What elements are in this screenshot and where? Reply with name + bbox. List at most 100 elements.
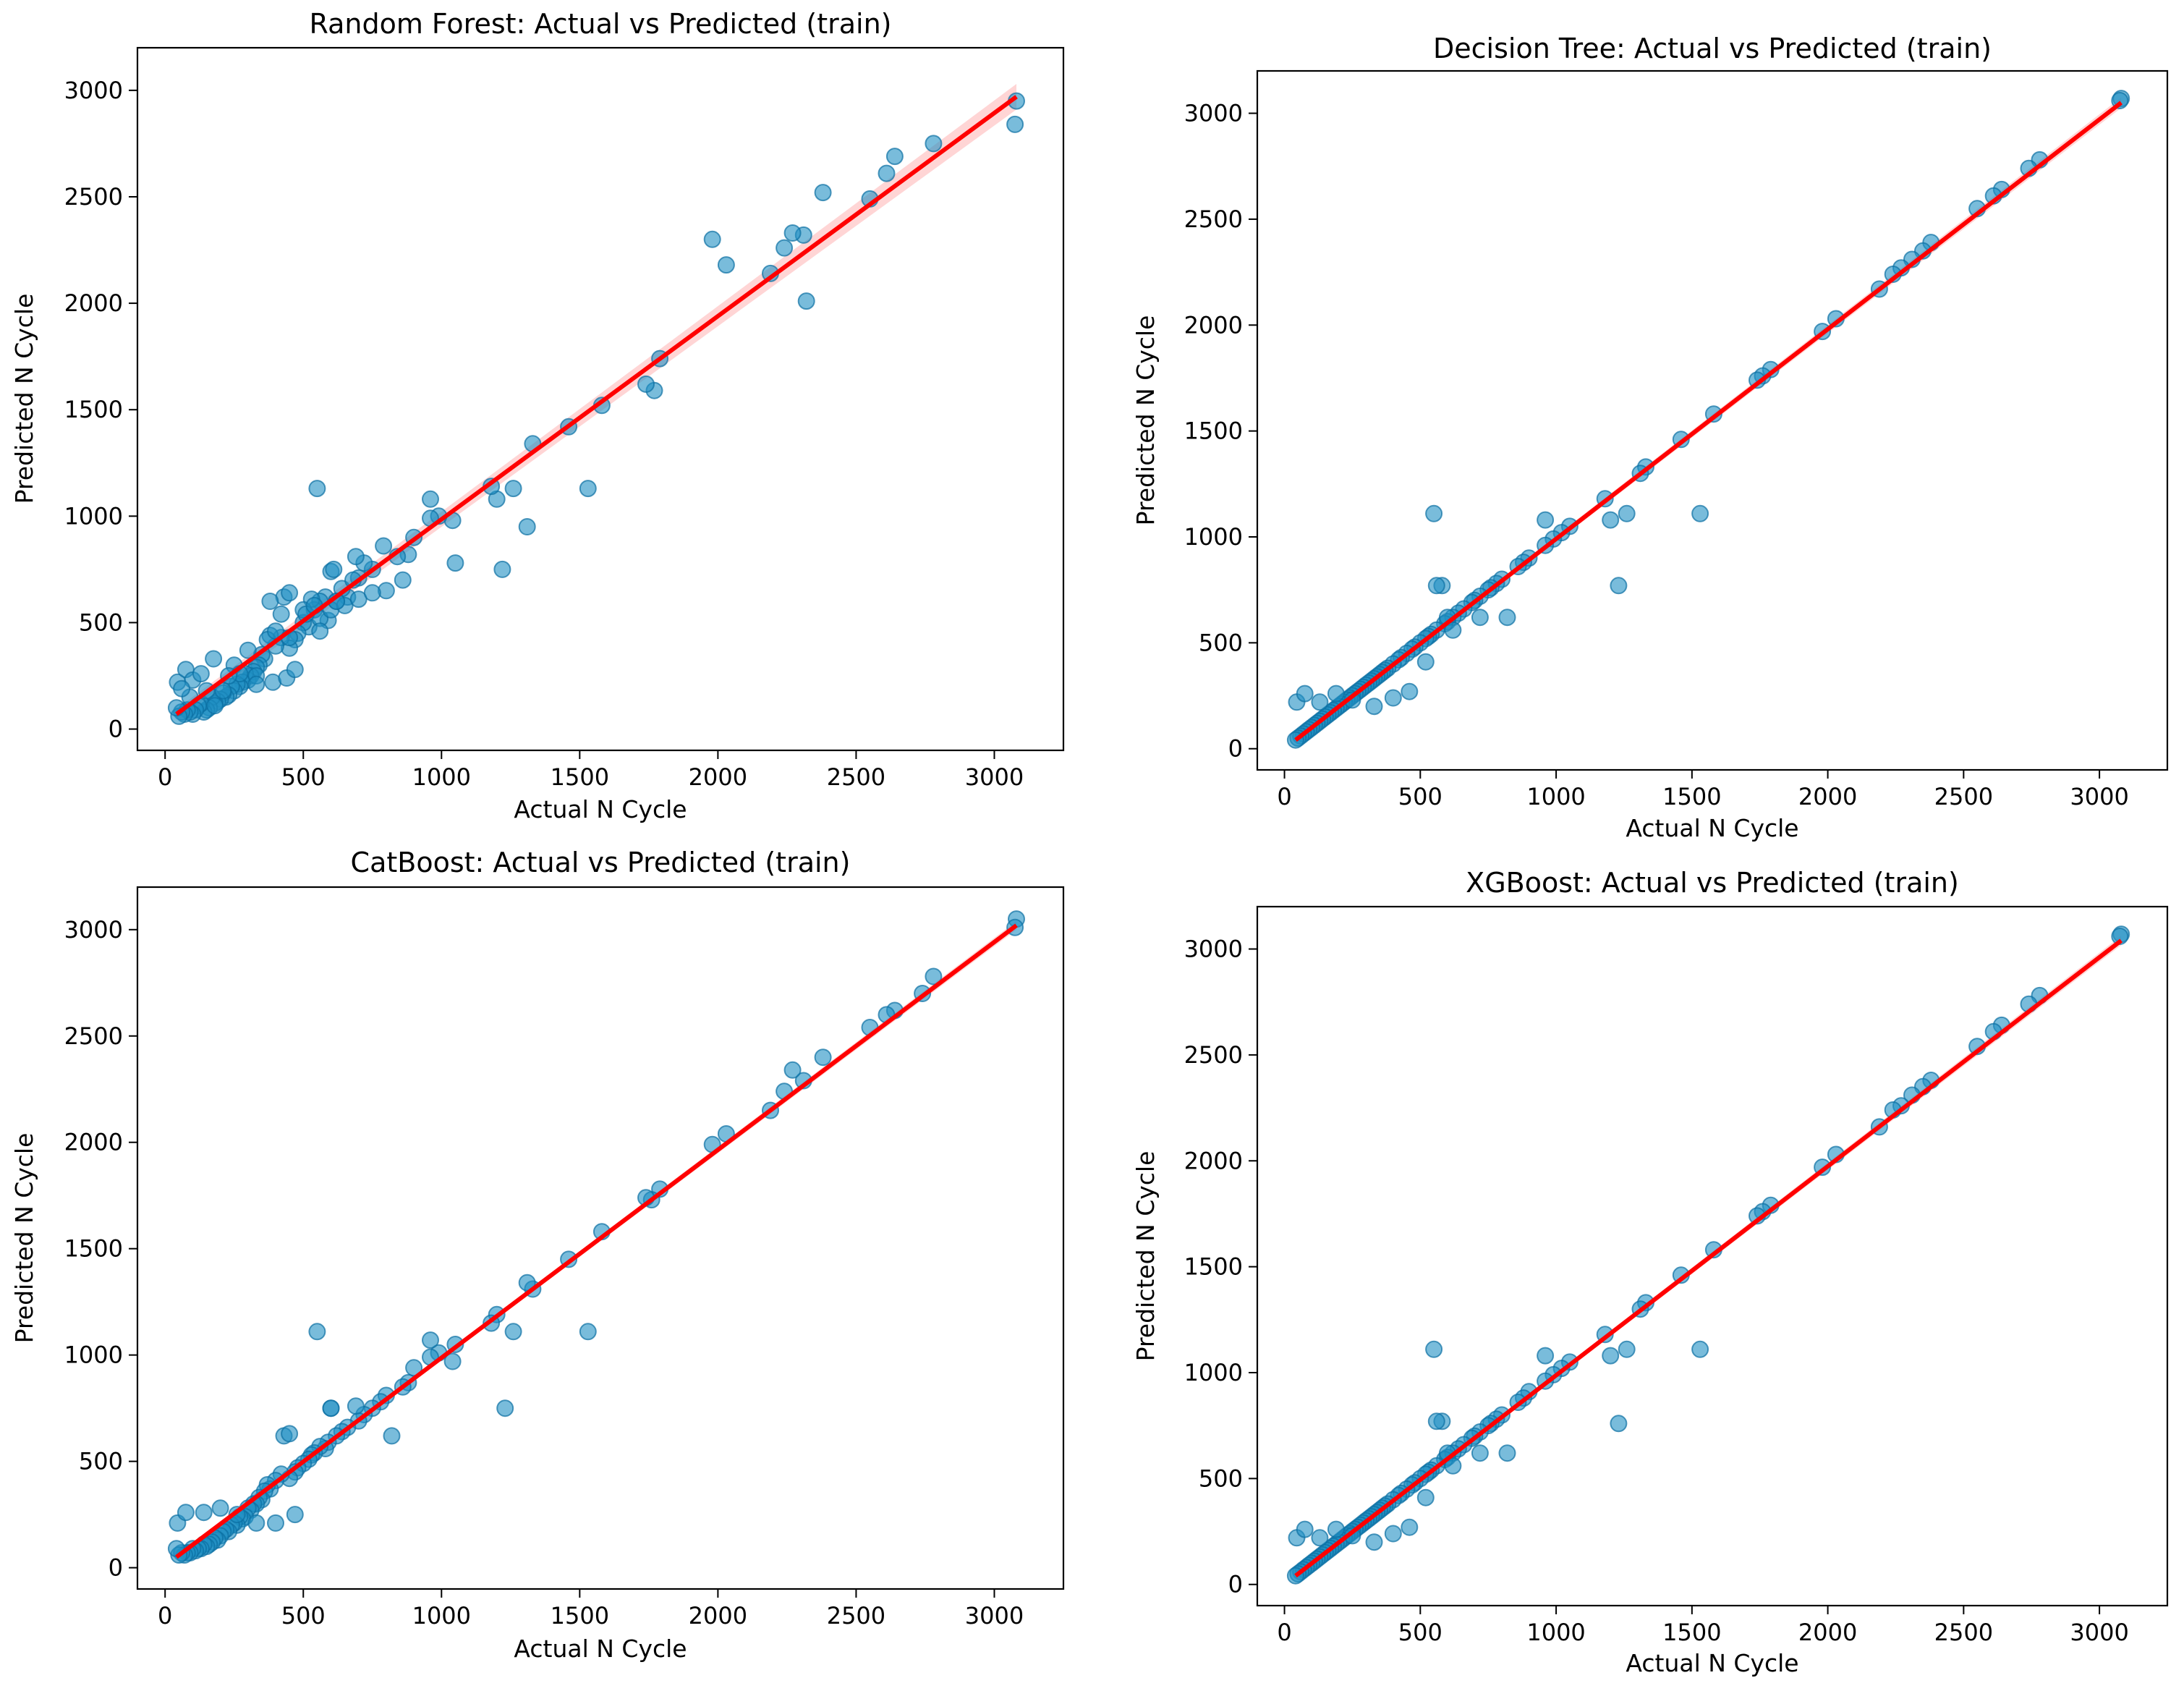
data-point <box>925 967 943 986</box>
data-point <box>1444 1457 1462 1475</box>
data-point <box>1401 1518 1419 1536</box>
y-tick-label: 0 <box>109 716 123 743</box>
data-point <box>496 1399 514 1417</box>
axes-frame <box>1256 69 2169 771</box>
data-point <box>493 560 511 578</box>
data-point <box>347 1397 365 1415</box>
chart-title: CatBoost: Actual vs Predicted (train) <box>351 847 851 878</box>
data-point <box>383 1427 401 1445</box>
data-point <box>322 1399 340 1417</box>
x-axis-label: Actual N Cycle <box>514 1635 687 1663</box>
x-tick-label: 1000 <box>412 763 471 791</box>
x-tick-label: 3000 <box>2070 1619 2128 1646</box>
data-point <box>1365 1533 1383 1551</box>
x-tick-label: 1500 <box>1662 1619 1721 1646</box>
data-point <box>1427 1412 1445 1431</box>
data-point <box>239 641 257 659</box>
data-point <box>443 1352 462 1370</box>
y-tick-label: 2000 <box>1184 311 1243 339</box>
data-point <box>267 1514 284 1532</box>
y-tick-label: 2500 <box>1184 205 1243 233</box>
data-point <box>814 184 832 202</box>
data-point <box>325 560 343 578</box>
data-point <box>1691 504 1709 522</box>
y-axis-label: Predicted N Cycle <box>10 1133 38 1344</box>
y-tick-label: 1000 <box>64 502 123 530</box>
data-point <box>1618 504 1636 522</box>
y-tick-label: 1500 <box>1184 1253 1243 1281</box>
y-axis-label: Predicted N Cycle <box>1131 1151 1160 1362</box>
y-tick-label: 3000 <box>1184 100 1243 127</box>
x-tick-label: 3000 <box>2070 783 2128 810</box>
data-point <box>394 571 412 589</box>
y-tick-label: 1000 <box>64 1342 123 1369</box>
data-point <box>1602 511 1620 529</box>
data-point <box>1610 1415 1628 1433</box>
data-point <box>783 1061 802 1079</box>
data-point <box>177 1504 195 1522</box>
x-tick-label: 2000 <box>1798 1619 1857 1646</box>
data-point <box>518 518 536 535</box>
y-axis-label: Predicted N Cycle <box>1131 315 1160 526</box>
regression-line <box>1294 938 2123 1578</box>
x-axis-label: Actual N Cycle <box>514 795 687 823</box>
regression-line <box>175 923 1018 1559</box>
data-point <box>1425 504 1443 522</box>
regression-line <box>1294 101 2123 742</box>
data-point <box>1537 1347 1555 1365</box>
data-point <box>286 661 304 679</box>
y-tick-label: 2000 <box>64 289 123 317</box>
data-point <box>1296 1520 1314 1538</box>
plot-area <box>1286 925 2130 1585</box>
y-tick-label: 1000 <box>1184 523 1243 551</box>
data-point <box>173 679 191 698</box>
data-point <box>717 256 735 274</box>
data-point <box>703 230 721 248</box>
data-point <box>1444 621 1462 639</box>
data-point <box>375 537 393 555</box>
x-tick-label: 2000 <box>689 763 747 791</box>
y-tick-label: 0 <box>1228 1571 1243 1598</box>
x-tick-label: 2000 <box>1798 783 1857 810</box>
data-point <box>1365 698 1383 716</box>
data-point <box>308 1323 326 1341</box>
data-point <box>347 548 365 566</box>
y-tick-label: 1000 <box>1184 1359 1243 1386</box>
chart-title: Decision Tree: Actual vs Predicted (trai… <box>1433 33 1992 64</box>
x-tick-label: 3000 <box>965 763 1024 791</box>
x-tick-label: 1500 <box>1662 783 1721 810</box>
data-point <box>1471 609 1489 627</box>
data-point <box>1537 511 1555 529</box>
y-tick-label: 2000 <box>64 1129 123 1156</box>
x-tick-label: 0 <box>158 1602 172 1629</box>
x-tick-label: 2500 <box>1934 783 1993 810</box>
data-point <box>363 584 381 602</box>
data-point <box>1610 577 1628 595</box>
data-point <box>422 1331 439 1349</box>
y-tick-label: 1500 <box>1184 418 1243 445</box>
data-point <box>247 675 265 693</box>
data-point <box>405 1359 423 1377</box>
data-point <box>205 650 223 668</box>
data-point <box>878 164 896 182</box>
y-tick-label: 1500 <box>64 396 123 423</box>
y-tick-label: 0 <box>1228 735 1243 763</box>
x-tick-label: 2500 <box>1934 1619 1993 1646</box>
regression-line <box>175 95 1018 716</box>
data-point <box>1401 682 1419 700</box>
data-point <box>504 480 522 498</box>
x-tick-label: 500 <box>1398 1619 1442 1646</box>
data-point <box>1427 577 1445 595</box>
data-point <box>1498 609 1516 627</box>
data-point <box>814 1048 832 1067</box>
data-point <box>1416 1488 1435 1506</box>
data-point <box>1618 1340 1636 1358</box>
data-point <box>247 1514 265 1532</box>
data-point <box>261 593 279 610</box>
x-tick-label: 1000 <box>412 1602 471 1629</box>
data-point <box>1296 685 1314 703</box>
panel-xgboost: XGBoost: Actual vs Predicted (train) Act… <box>1131 867 2169 1677</box>
data-point <box>286 1506 304 1524</box>
y-tick-label: 2500 <box>64 183 123 211</box>
y-tick-label: 500 <box>79 609 123 636</box>
